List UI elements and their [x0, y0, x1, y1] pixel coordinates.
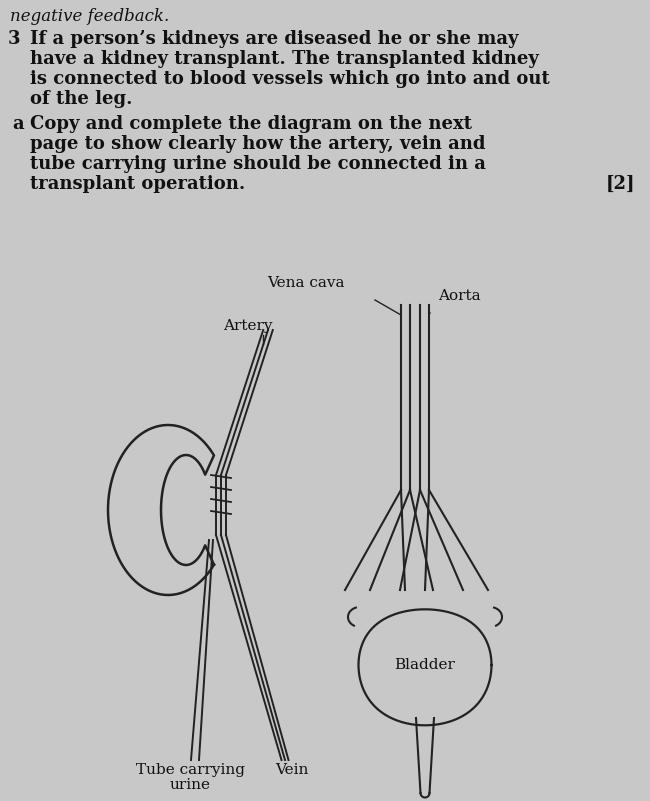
Text: [2]: [2]: [606, 175, 635, 193]
Text: negative feedback.: negative feedback.: [10, 8, 169, 25]
Text: page to show clearly how the artery, vein and: page to show clearly how the artery, vei…: [30, 135, 486, 153]
Text: Bladder: Bladder: [395, 658, 456, 672]
Text: Vein: Vein: [276, 763, 309, 777]
Text: Tube carrying: Tube carrying: [135, 763, 244, 777]
Text: Aorta: Aorta: [438, 289, 480, 303]
Text: Artery: Artery: [223, 319, 273, 333]
Text: have a kidney transplant. The transplanted kidney: have a kidney transplant. The transplant…: [30, 50, 539, 68]
Text: a: a: [12, 115, 23, 133]
Text: urine: urine: [170, 778, 211, 792]
Text: Copy and complete the diagram on the next: Copy and complete the diagram on the nex…: [30, 115, 472, 133]
Text: tube carrying urine should be connected in a: tube carrying urine should be connected …: [30, 155, 486, 173]
Text: is connected to blood vessels which go into and out: is connected to blood vessels which go i…: [30, 70, 550, 88]
Text: Vena cava: Vena cava: [268, 276, 345, 290]
Text: of the leg.: of the leg.: [30, 90, 133, 108]
Text: transplant operation.: transplant operation.: [30, 175, 245, 193]
Text: 3: 3: [8, 30, 21, 48]
Text: If a person’s kidneys are diseased he or she may: If a person’s kidneys are diseased he or…: [30, 30, 519, 48]
